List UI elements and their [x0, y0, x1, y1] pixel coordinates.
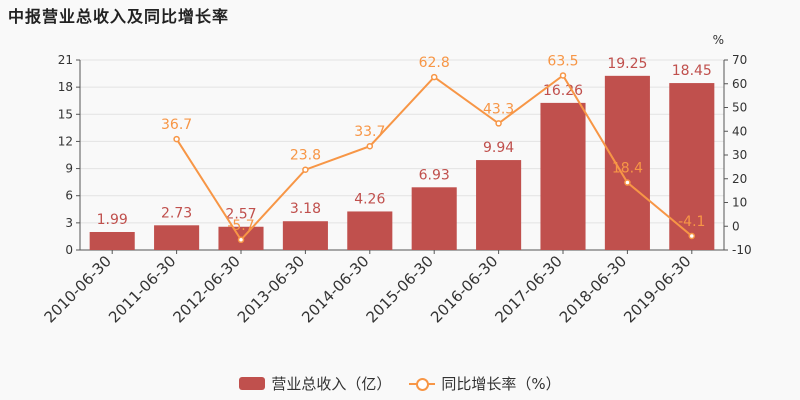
chart-title: 中报营业总收入及同比增长率 [8, 7, 230, 26]
y-right-tick-label: 30 [732, 148, 747, 162]
y-right-tick-label: 60 [732, 77, 747, 91]
growth-point [495, 120, 502, 127]
bar-value-label: 9.94 [483, 140, 514, 156]
x-tick-label: 2012-06-30 [169, 252, 243, 326]
y-left-tick-label: 3 [65, 216, 73, 230]
x-tick-label: 2017-06-30 [491, 252, 565, 326]
bar-value-label: 4.26 [354, 191, 385, 207]
bar-value-label: 18.45 [672, 63, 712, 79]
bar [411, 187, 457, 250]
y-right-tick-label: 20 [732, 172, 747, 186]
y-right-unit: % [713, 33, 724, 47]
x-tick-label: 2019-06-30 [620, 252, 694, 326]
growth-value-label: 18.4 [612, 161, 643, 177]
growth-value-label: 63.5 [547, 53, 578, 69]
bar [89, 231, 135, 250]
growth-value-label: 33.7 [354, 124, 385, 140]
bar-value-label: 2.57 [225, 207, 256, 223]
y-left-tick-label: 6 [65, 189, 73, 203]
growth-point [173, 135, 180, 143]
growth-point [237, 236, 245, 244]
y-right-tick-label: -10 [732, 243, 752, 257]
growth-value-label: -5.7 [227, 218, 254, 234]
growth-point [366, 142, 374, 150]
legend-item-growth[interactable]: 同比增长率（%） [409, 373, 561, 394]
legend-line-swatch [409, 377, 436, 391]
legend-label-revenue: 营业总收入（亿） [271, 375, 392, 393]
x-tick-label: 2016-06-30 [427, 252, 501, 326]
y-right-tick-label: 70 [732, 53, 747, 67]
bar [154, 225, 200, 250]
bar [347, 211, 393, 250]
legend: 营业总收入（亿） 同比增长率（%） [0, 373, 800, 394]
bar [476, 160, 522, 250]
y-right-tick-label: 10 [732, 196, 747, 210]
x-tick-label: 2011-06-30 [105, 252, 179, 326]
growth-value-label: -4.1 [678, 214, 705, 230]
y-left-tick-label: 21 [58, 53, 73, 67]
bar-value-label: 1.99 [97, 212, 128, 228]
x-tick-label: 2013-06-30 [234, 252, 308, 326]
x-tick-label: 2018-06-30 [556, 252, 630, 326]
growth-value-label: 43.3 [483, 101, 514, 117]
growth-point [624, 179, 631, 186]
y-left-tick-label: 9 [65, 162, 73, 176]
legend-bar-swatch [239, 377, 266, 390]
growth-value-label: 36.7 [161, 117, 192, 133]
bar [669, 83, 715, 250]
y-left-tick-label: 0 [65, 243, 73, 257]
bar-value-label: 6.93 [419, 167, 450, 183]
y-right-tick-label: 50 [732, 101, 747, 115]
y-left-tick-label: 12 [58, 134, 73, 148]
x-tick-label: 2010-06-30 [41, 252, 115, 326]
y-left-tick-label: 18 [58, 80, 73, 94]
bar-value-label: 3.18 [290, 201, 321, 217]
growth-point [688, 232, 696, 240]
bar [282, 221, 328, 250]
growth-point [302, 166, 309, 173]
growth-value-label: 23.8 [290, 148, 321, 164]
y-left-tick-label: 15 [58, 107, 73, 121]
x-tick-label: 2015-06-30 [363, 252, 437, 326]
y-right-tick-label: 40 [732, 124, 747, 138]
y-right-tick-label: 0 [732, 219, 740, 233]
bar-value-label: 16.26 [543, 83, 583, 99]
bar-value-label: 2.73 [161, 205, 192, 221]
legend-label-growth: 同比增长率（%） [441, 375, 561, 393]
growth-value-label: 62.8 [419, 55, 450, 71]
growth-point [430, 73, 438, 81]
bar [540, 102, 586, 250]
legend-item-revenue[interactable]: 营业总收入（亿） [239, 373, 391, 394]
x-tick-label: 2014-06-30 [298, 252, 372, 326]
bar [604, 75, 650, 250]
growth-point [559, 72, 567, 79]
bar-value-label: 19.25 [607, 56, 647, 72]
